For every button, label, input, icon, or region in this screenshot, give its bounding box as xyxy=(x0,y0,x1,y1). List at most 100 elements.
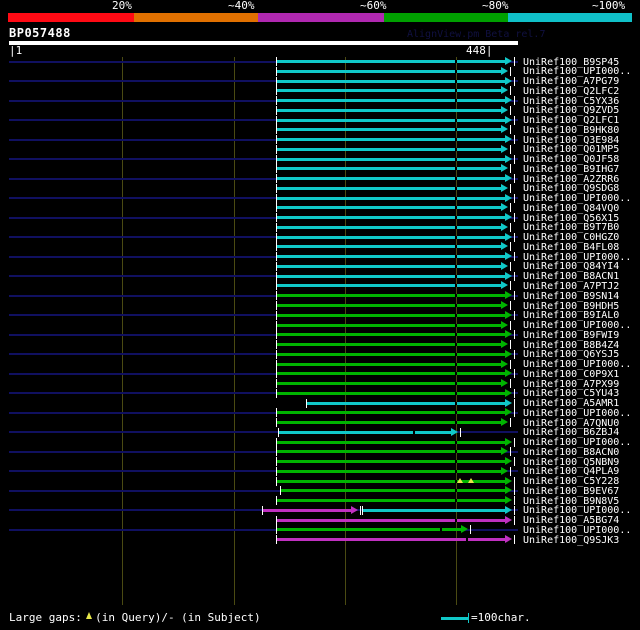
hsp-bar[interactable] xyxy=(276,235,506,239)
alignment-row[interactable] xyxy=(0,115,640,125)
alignment-row[interactable] xyxy=(0,369,640,379)
hsp-bar[interactable] xyxy=(276,225,502,229)
hsp-bar[interactable] xyxy=(276,352,506,356)
alignment-row[interactable] xyxy=(0,379,640,389)
hit-label[interactable]: UniRef100_Q5NBN9 xyxy=(523,456,620,468)
hit-label[interactable]: UniRef100_A5AMR1 xyxy=(523,398,620,410)
alignment-row[interactable] xyxy=(0,144,640,154)
hit-label[interactable]: UniRef100_Q2LFC2 xyxy=(523,85,620,97)
hit-label[interactable]: UniRef100_Q9SDG8 xyxy=(523,183,620,195)
hsp-bar[interactable] xyxy=(276,264,502,268)
hit-label[interactable]: UniRef100_C0P9X1 xyxy=(523,368,620,380)
alignment-row[interactable] xyxy=(0,96,640,106)
hsp-bar[interactable] xyxy=(276,167,502,171)
hsp-bar[interactable] xyxy=(276,294,506,298)
hit-label[interactable]: UniRef100_UPI000.. xyxy=(523,524,632,536)
hit-label[interactable]: UniRef100_Q84VQ0 xyxy=(523,202,620,214)
alignment-row[interactable] xyxy=(0,408,640,418)
alignment-row[interactable] xyxy=(0,320,640,330)
hsp-bar[interactable] xyxy=(276,245,502,249)
alignment-row[interactable] xyxy=(0,271,640,281)
alignment-row[interactable] xyxy=(0,525,640,535)
hsp-bar[interactable] xyxy=(276,186,502,190)
hsp-bar[interactable] xyxy=(276,528,462,532)
hit-label[interactable]: UniRef100_B9IHG7 xyxy=(523,163,620,175)
hit-label[interactable]: UniRef100_B9T7B0 xyxy=(523,222,620,234)
alignment-row[interactable] xyxy=(0,301,640,310)
alignment-row[interactable] xyxy=(0,232,640,242)
alignment-row[interactable] xyxy=(0,242,640,252)
hsp-bar[interactable] xyxy=(276,479,506,483)
hit-label[interactable]: UniRef100_B6ZBJ4 xyxy=(523,427,620,439)
alignment-row[interactable] xyxy=(0,291,640,301)
alignment-row[interactable] xyxy=(0,135,640,145)
hsp-bar[interactable] xyxy=(276,216,506,220)
hsp-bar[interactable] xyxy=(362,508,506,512)
alignment-row[interactable] xyxy=(0,340,640,350)
alignment-row[interactable] xyxy=(0,330,640,340)
alignment-row[interactable] xyxy=(0,515,640,525)
alignment-row[interactable] xyxy=(0,476,640,486)
hit-label[interactable]: UniRef100_Q9SJK3 xyxy=(523,534,620,546)
hsp-bar[interactable] xyxy=(276,118,506,122)
hit-label[interactable]: UniRef100_Q9ZVD5 xyxy=(523,105,620,117)
alignment-row[interactable] xyxy=(0,398,640,408)
hsp-bar[interactable] xyxy=(276,421,502,425)
alignment-row[interactable] xyxy=(0,349,640,359)
alignment-row[interactable] xyxy=(0,427,640,437)
hit-label[interactable]: UniRef100_B9HK80 xyxy=(523,124,620,136)
hsp-bar[interactable] xyxy=(276,343,502,347)
hit-label[interactable]: UniRef100_B9IAL0 xyxy=(523,310,620,322)
alignment-row[interactable] xyxy=(0,125,640,135)
alignment-row[interactable] xyxy=(0,86,640,96)
alignment-row[interactable] xyxy=(0,76,640,86)
hit-label[interactable]: UniRef100_A7QNU0 xyxy=(523,417,620,429)
hit-label[interactable]: UniRef100_B9SN14 xyxy=(523,290,620,302)
hsp-bar[interactable] xyxy=(276,518,506,522)
hsp-bar[interactable] xyxy=(276,313,506,317)
alignment-row[interactable] xyxy=(0,252,640,262)
hit-label[interactable]: UniRef100_UPI000.. xyxy=(523,407,632,419)
alignment-row[interactable] xyxy=(0,66,640,76)
hsp-bar[interactable] xyxy=(276,60,506,63)
hit-label[interactable]: UniRef100_B8ACN1 xyxy=(523,271,620,283)
hit-label[interactable]: UniRef100_B8B4Z4 xyxy=(523,339,620,351)
hit-label[interactable]: UniRef100_Q56X15 xyxy=(523,212,620,224)
hit-label[interactable]: UniRef100_A2ZRR6 xyxy=(523,173,620,185)
hit-label[interactable]: UniRef100_B9FWI9 xyxy=(523,329,620,341)
hsp-bar[interactable] xyxy=(276,333,506,337)
hsp-bar[interactable] xyxy=(276,89,502,93)
hsp-bar[interactable] xyxy=(276,391,506,395)
alignment-row[interactable] xyxy=(0,457,640,467)
hsp-bar[interactable] xyxy=(276,157,506,161)
hsp-bar[interactable] xyxy=(276,274,506,278)
alignment-row[interactable] xyxy=(0,261,640,271)
hsp-bar[interactable] xyxy=(306,401,506,405)
hit-label[interactable]: UniRef100_A7PX99 xyxy=(523,378,620,390)
hit-label[interactable]: UniRef100_Q3E984 xyxy=(523,134,620,146)
hit-label[interactable]: UniRef100_Q0JF58 xyxy=(523,154,620,166)
hsp-bar[interactable] xyxy=(276,440,506,444)
hsp-bar[interactable] xyxy=(276,196,506,200)
alignment-row[interactable] xyxy=(0,183,640,193)
hit-label[interactable]: UniRef100_UPI000.. xyxy=(523,437,632,449)
alignment-row[interactable] xyxy=(0,213,640,223)
hsp-bar[interactable] xyxy=(276,147,502,151)
alignment-row[interactable] xyxy=(0,222,640,232)
hit-label[interactable]: UniRef100_UPI000.. xyxy=(523,359,632,371)
hit-label[interactable]: UniRef100_C5YU43 xyxy=(523,388,620,400)
hsp-bar[interactable] xyxy=(276,138,506,142)
hit-label[interactable]: UniRef100_C5Y228 xyxy=(523,476,620,488)
hsp-bar[interactable] xyxy=(276,450,502,454)
hsp-bar[interactable] xyxy=(276,255,506,259)
hsp-bar[interactable] xyxy=(276,206,502,210)
hit-label[interactable]: UniRef100_UPI000.. xyxy=(523,251,632,263)
alignment-row[interactable] xyxy=(0,447,640,457)
alignment-row[interactable] xyxy=(0,57,640,66)
alignment-row[interactable] xyxy=(0,193,640,203)
alignment-row[interactable] xyxy=(0,496,640,506)
alignment-row[interactable] xyxy=(0,535,640,545)
alignment-row[interactable] xyxy=(0,164,640,174)
hsp-bar[interactable] xyxy=(278,430,452,434)
hit-label[interactable]: UniRef100_A5BG74 xyxy=(523,515,620,527)
